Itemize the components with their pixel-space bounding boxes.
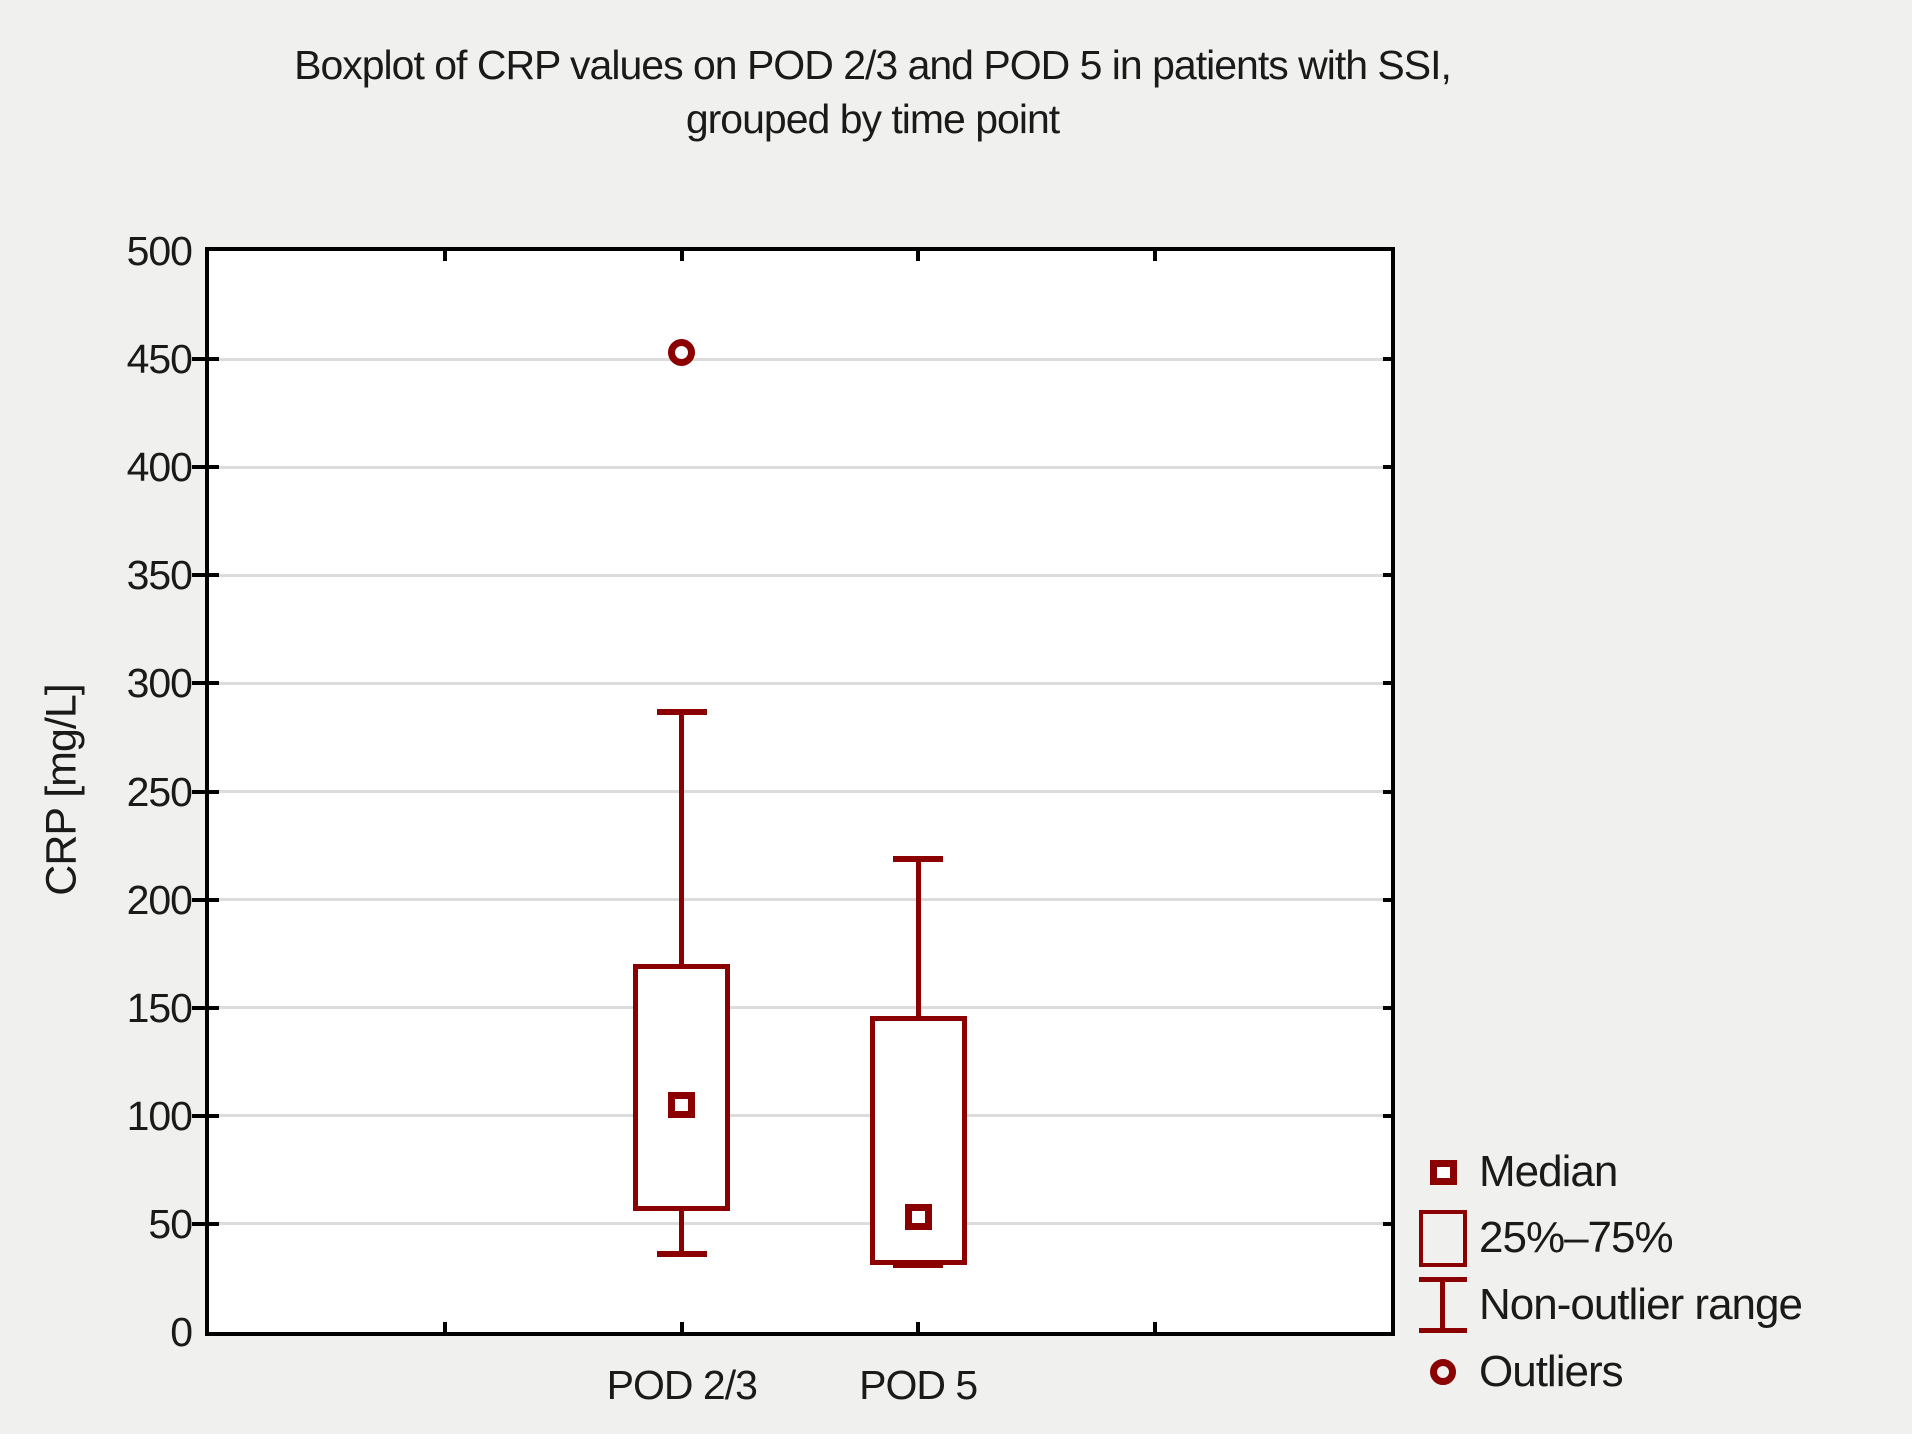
gridline-300 — [209, 681, 1391, 685]
median-square-icon — [1429, 1159, 1457, 1185]
gridline-50 — [209, 1222, 1391, 1226]
x-tick-mark-bottom-2 — [916, 1322, 921, 1332]
y-tick-mark-left-200 — [192, 897, 219, 902]
y-tick-label-150: 150 — [126, 984, 193, 1031]
y-tick-mark-right-300 — [1383, 681, 1391, 686]
y-tick-mark-right-200 — [1383, 897, 1391, 902]
y-tick-mark-right-50 — [1383, 1221, 1391, 1226]
y-tick-mark-left-300 — [192, 681, 219, 686]
legend-label-median: Median — [1479, 1147, 1618, 1196]
whisker-icon-line — [1440, 1277, 1445, 1333]
whisker-cap-high-0 — [656, 708, 707, 715]
legend-icon-cell — [1407, 1209, 1479, 1267]
y-tick-mark-right-250 — [1383, 789, 1391, 794]
y-tick-mark-right-400 — [1383, 465, 1391, 470]
whisker-icon — [1419, 1277, 1467, 1333]
y-tick-mark-right-100 — [1383, 1113, 1391, 1118]
outlier-circle-icon — [1430, 1359, 1456, 1385]
y-tick-label-250: 250 — [126, 768, 193, 815]
x-tick-mark-bottom-3 — [1152, 1322, 1157, 1332]
legend-item-outliers: Outliers — [1407, 1339, 1624, 1405]
legend-icon-cell — [1407, 1359, 1479, 1385]
x-tick-label-0: POD 2/3 — [606, 1362, 758, 1408]
legend-label-iqr: 25%–75% — [1479, 1213, 1674, 1262]
iqr-box-1 — [869, 1016, 967, 1266]
whisker-icon-bottom-cap — [1419, 1328, 1467, 1333]
y-tick-label-500: 500 — [126, 228, 193, 274]
gridline-350 — [209, 573, 1391, 577]
gridline-250 — [209, 790, 1391, 793]
y-tick-mark-left-100 — [192, 1113, 219, 1118]
y-tick-label-400: 400 — [126, 444, 193, 491]
gridline-400 — [209, 465, 1391, 469]
y-tick-label-300: 300 — [126, 660, 193, 707]
chart-title-line-2: grouped by time point — [685, 96, 1060, 142]
gridline-150 — [209, 1006, 1391, 1010]
gridline-450 — [209, 357, 1391, 361]
whisker-cap-high-1 — [893, 855, 944, 862]
y-tick-label-200: 200 — [126, 876, 193, 923]
x-tick-mark-top-3 — [1152, 251, 1157, 261]
outlier-marker-0-0 — [668, 339, 696, 367]
y-tick-mark-right-150 — [1383, 1005, 1391, 1010]
legend-icon-cell — [1407, 1159, 1479, 1185]
median-marker-1 — [904, 1204, 932, 1231]
x-tick-mark-top-0 — [443, 251, 448, 261]
plot-area — [205, 247, 1395, 1336]
legend-item-non-outlier-range: Non-outlier range — [1407, 1272, 1803, 1338]
legend-label-non-outlier-range: Non-outlier range — [1479, 1280, 1803, 1329]
x-tick-mark-top-1 — [679, 251, 684, 261]
y-tick-label-0: 0 — [170, 1309, 193, 1355]
whisker-cap-low-0 — [656, 1251, 707, 1258]
legend-icon-cell — [1407, 1277, 1479, 1333]
y-tick-mark-left-150 — [192, 1005, 219, 1010]
gridline-200 — [209, 898, 1391, 902]
y-tick-label-50: 50 — [148, 1200, 193, 1247]
y-tick-mark-left-50 — [192, 1221, 219, 1226]
gridline-100 — [209, 1114, 1391, 1118]
chart-title: Boxplot of CRP values on POD 2/3 and POD… — [0, 38, 1745, 146]
legend-item-median: Median — [1407, 1139, 1618, 1205]
y-tick-mark-left-350 — [192, 573, 219, 578]
iqr-box-0 — [633, 964, 731, 1212]
y-tick-label-100: 100 — [126, 1092, 193, 1139]
x-tick-label-1: POD 5 — [859, 1362, 978, 1408]
y-tick-mark-left-450 — [192, 357, 219, 362]
median-marker-0 — [668, 1091, 696, 1118]
iqr-box-icon — [1419, 1209, 1467, 1267]
y-tick-mark-right-450 — [1383, 357, 1391, 362]
y-tick-mark-right-350 — [1383, 573, 1391, 578]
legend-item-iqr: 25%–75% — [1407, 1205, 1674, 1271]
y-tick-mark-left-400 — [192, 465, 219, 470]
y-tick-mark-left-250 — [192, 789, 219, 794]
x-tick-mark-bottom-1 — [679, 1322, 684, 1332]
x-tick-mark-bottom-0 — [443, 1322, 448, 1332]
x-tick-mark-top-2 — [916, 251, 921, 261]
y-tick-label-350: 350 — [126, 552, 193, 599]
legend-label-outliers: Outliers — [1479, 1347, 1624, 1396]
chart-title-line-1: Boxplot of CRP values on POD 2/3 and POD… — [294, 42, 1452, 88]
y-tick-label-450: 450 — [126, 336, 193, 383]
